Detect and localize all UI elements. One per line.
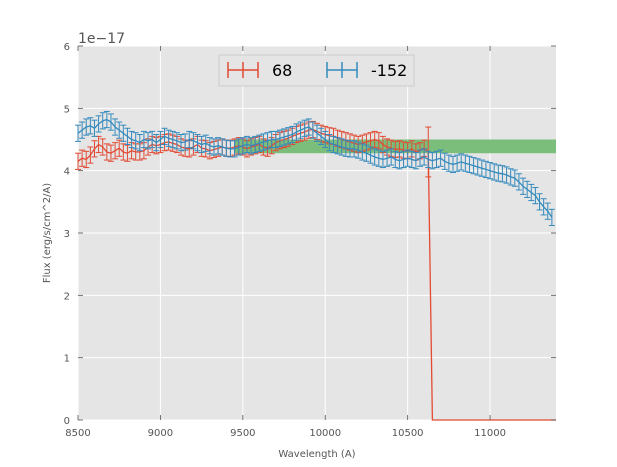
y-tick-label: 4 [64,167,70,178]
grid [77,45,556,421]
x-tick-label: 9000 [148,428,173,439]
y-tick-label: 1 [64,354,70,365]
legend: 68 -152 [218,54,415,87]
ticks: 8500 9000 9500 10000 10500 11000 0 1 2 3 4 5 6 [64,42,556,439]
legend-entry-68: 68 [227,61,292,80]
series-minus-152 [75,110,555,227]
y-offset-text: 1e−17 [78,31,125,47]
series-layer [75,110,556,421]
x-tick-label: 10000 [309,428,341,439]
legend-label-68: 68 [272,61,292,80]
x-tick-label: 9500 [230,428,255,439]
y-tick-label: 2 [64,291,70,302]
y-tick-label: 6 [64,42,70,53]
x-tick-label: 11000 [474,428,506,439]
y-axis-label: Flux (erg/s/cm^2/A) [42,183,53,283]
y-tick-label: 5 [64,104,70,115]
x-axis-label: Wavelength (A) [278,449,355,460]
x-tick-label: 10500 [392,428,424,439]
series-line [77,118,553,218]
x-tick-label: 8500 [65,428,90,439]
y-tick-label: 3 [64,229,70,240]
legend-label-minus-152: -152 [371,61,407,80]
legend-entry-minus-152: -152 [326,61,407,80]
y-tick-label: 0 [64,416,70,427]
